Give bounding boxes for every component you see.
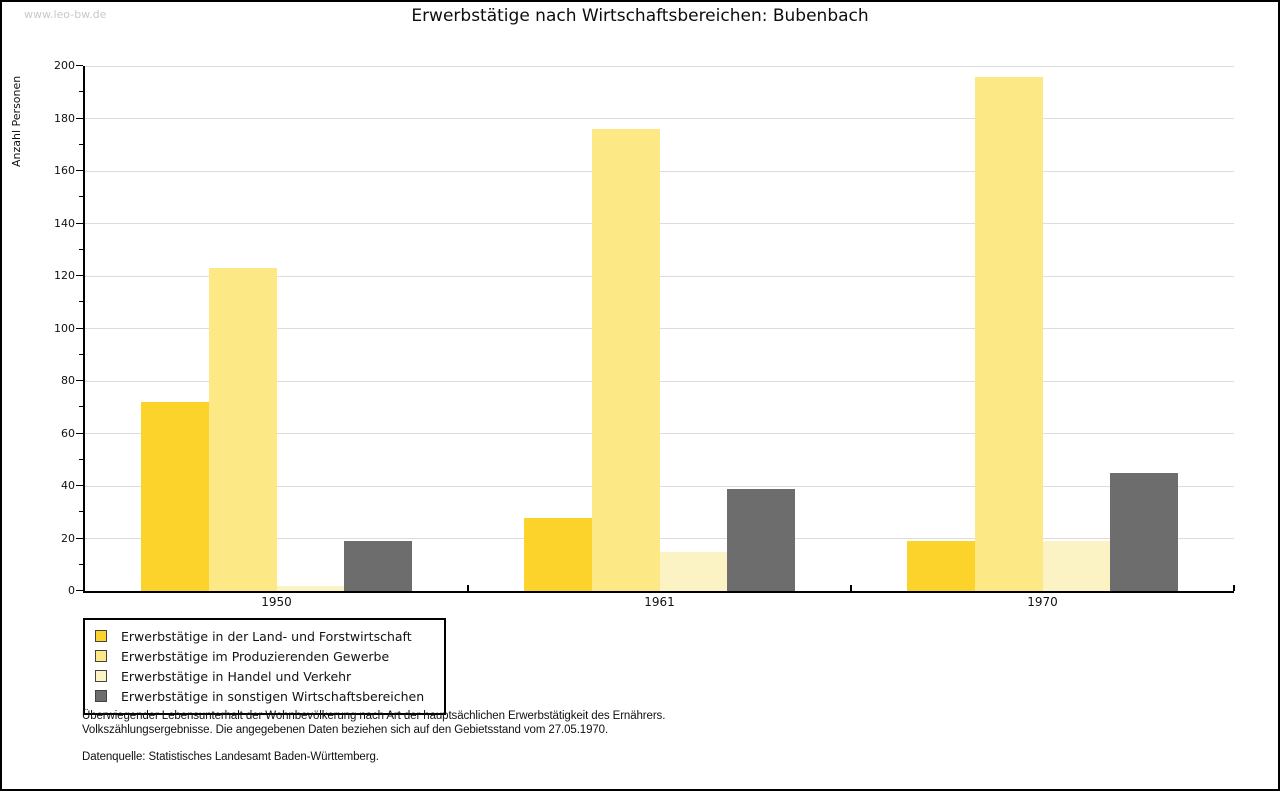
y-tick-label-40: 40	[61, 479, 75, 492]
legend-box: Erwerbstätige in der Land- und Forstwirt…	[83, 618, 446, 715]
gridline-160	[85, 170, 1234, 172]
bar-1970-series-2	[974, 76, 1043, 591]
x-boundary-tick-2	[850, 585, 852, 591]
y-tick-label-180: 180	[54, 111, 75, 125]
y-minor-tick-10	[79, 563, 83, 565]
y-tick-0	[76, 590, 83, 591]
y-minor-tick-30	[79, 511, 83, 513]
y-tick-label-160: 160	[54, 164, 75, 177]
y-tick-40	[76, 485, 83, 486]
y-tick-60	[76, 432, 83, 434]
y-tick-label-120: 120	[54, 269, 75, 282]
y-minor-tick-110	[79, 301, 83, 303]
y-tick-120	[76, 275, 83, 276]
y-minor-tick-70	[79, 406, 83, 408]
legend-label-4: Erwerbstätige in sonstigen Wirtschaftsbe…	[121, 688, 425, 704]
y-tick-label-80: 80	[61, 374, 75, 387]
data-source: Datenquelle: Statistisches Landesamt Bad…	[82, 751, 379, 763]
footnote: Überwiegender Lebensunterhalt der Wohnbe…	[82, 709, 1182, 764]
y-tick-label-140: 140	[54, 216, 75, 230]
y-minor-tick-150	[79, 196, 83, 198]
y-minor-tick-50	[79, 458, 83, 460]
y-tick-180	[76, 117, 83, 119]
legend-swatch-4	[95, 690, 107, 702]
bar-1970-series-3	[1042, 541, 1111, 591]
legend-label-1: Erwerbstätige in der Land- und Forstwirt…	[121, 628, 412, 644]
x-category-label-1970: 1970	[1027, 595, 1058, 609]
legend-swatch-2	[95, 650, 107, 662]
y-tick-160	[76, 170, 83, 171]
y-minor-tick-170	[79, 143, 83, 145]
gridline-80	[85, 380, 1234, 382]
y-axis-title: Anzahl Personen	[10, 75, 23, 167]
watermark-leo-bw: www.leo-bw.de	[24, 8, 107, 21]
gridline-40	[85, 485, 1234, 487]
bar-1950-series-3	[276, 585, 345, 591]
y-tick-100	[76, 327, 83, 329]
y-tick-label-20: 20	[61, 531, 75, 545]
gridline-200	[85, 65, 1234, 67]
y-tick-140	[76, 222, 83, 224]
y-minor-tick-90	[79, 353, 83, 355]
bar-1961-series-3	[659, 551, 728, 591]
y-tick-label-60: 60	[61, 426, 75, 440]
plot-area: 0 20 40 60 80 100 120 140 160 180 200 1950 1961 1970	[54, 60, 1235, 609]
y-minor-tick-190	[79, 91, 83, 93]
footnote-line-1: Überwiegender Lebensunterhalt der Wohnbe…	[82, 710, 666, 722]
bar-1950-series-2	[208, 268, 277, 591]
gridline-120	[85, 275, 1234, 277]
bar-1961-series-2	[591, 129, 660, 591]
chart-title: Erwerbstätige nach Wirtschaftsbereichen:…	[411, 6, 869, 26]
gridline-140	[85, 223, 1234, 224]
legend-swatch-1	[95, 630, 107, 642]
x-category-label-1961: 1961	[644, 595, 675, 609]
y-minor-tick-130	[79, 248, 83, 250]
y-tick-label-100: 100	[54, 321, 75, 335]
bar-1970-series-4	[1110, 472, 1178, 591]
y-tick-80	[76, 380, 83, 381]
legend-swatch-3	[95, 670, 107, 682]
bar-1970-series-1	[907, 541, 975, 591]
y-tick-200	[76, 65, 83, 66]
footnote-line-2: Volkszählungsergebnisse. Die angegebenen…	[82, 724, 609, 736]
gridline-60	[85, 433, 1234, 434]
x-boundary-tick-1	[467, 585, 469, 591]
legend-label-2: Erwerbstätige im Produzierenden Gewerbe	[121, 648, 390, 664]
gridline-100	[85, 328, 1234, 329]
x-boundary-tick-3	[1233, 585, 1235, 591]
y-tick-label-0: 0	[68, 584, 75, 597]
y-tick-label-200: 200	[54, 59, 75, 72]
bar-1961-series-1	[524, 517, 592, 591]
legend-label-3: Erwerbstätige in Handel und Verkehr	[121, 668, 352, 684]
legend-item-4: Erwerbstätige in sonstigen Wirtschaftsbe…	[93, 686, 436, 706]
gridline-20	[85, 538, 1234, 539]
bar-1950-series-1	[141, 402, 209, 591]
bar-1950-series-4	[344, 541, 412, 591]
legend-item-1: Erwerbstätige in der Land- und Forstwirt…	[93, 626, 436, 646]
legend-item-2: Erwerbstätige im Produzierenden Gewerbe	[93, 646, 436, 666]
x-category-label-1950: 1950	[261, 595, 292, 609]
gridline-180	[85, 118, 1234, 119]
bar-1961-series-4	[727, 488, 795, 591]
y-tick-20	[76, 537, 83, 539]
legend-item-3: Erwerbstätige in Handel und Verkehr	[93, 666, 436, 686]
